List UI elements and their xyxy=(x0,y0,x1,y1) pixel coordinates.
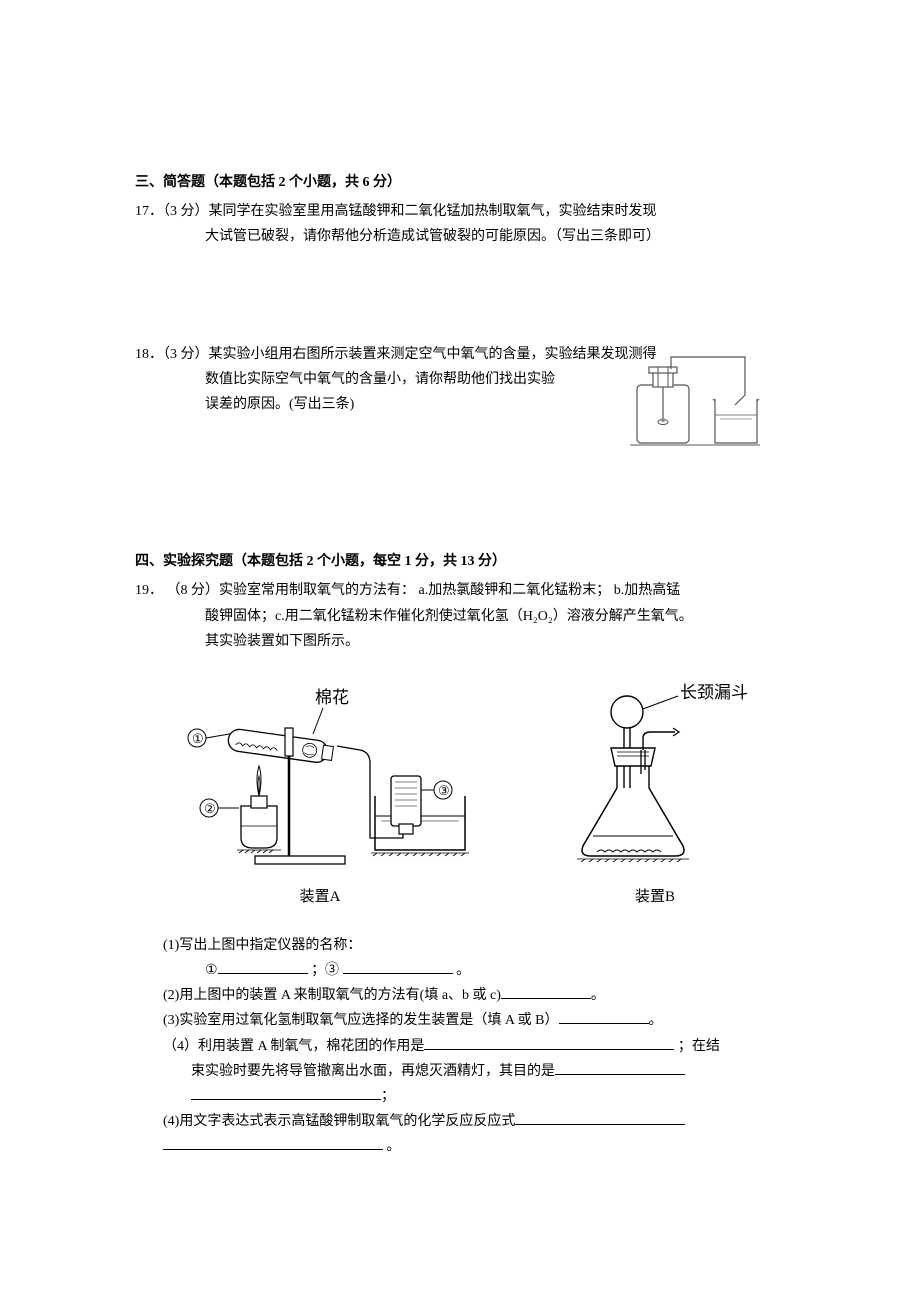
q19-p4a-text: （4）利用装置 A 制氧气，棉花团的作用是 xyxy=(163,1039,424,1054)
cotton-label: 棉花 xyxy=(315,688,349,707)
q19-line1: 实验室常用制取氧气的方法有： a.加热氯酸钾和二氧化锰粉末； b.加热高锰 xyxy=(219,583,680,598)
q18-line1: 某实验小组用右图所示装置来测定空气中氧气的含量，实验结果发现测得 xyxy=(209,347,657,362)
q19-p4c-end: ； xyxy=(381,1089,395,1104)
q17-line1: 某同学在实验室里用高锰酸钾和二氧化锰加热制取氧气，实验结束时发现 xyxy=(209,204,657,219)
q19-p5-line2: 。 xyxy=(135,1134,785,1159)
q19-line3: 其实验装置如下图所示。 xyxy=(135,629,785,654)
spacer xyxy=(135,262,785,342)
blank xyxy=(343,960,453,974)
q19-p2-end: 。 xyxy=(591,988,605,1003)
blank xyxy=(424,1036,674,1050)
circle-2: ② xyxy=(204,801,216,816)
circle-3: ③ xyxy=(438,783,450,798)
q18-points: （3 分） xyxy=(163,347,209,362)
q19-p1-end: 。 xyxy=(453,963,471,978)
q19-p1-label: (1)写出上图中指定仪器的名称： xyxy=(135,933,785,958)
q18-line3: 误差的原因。(写出三条) xyxy=(135,392,575,417)
q19-p3-end: 。 xyxy=(649,1013,663,1028)
section-3-header: 三、简答题（本题包括 2 个小题，共 6 分） xyxy=(135,170,785,195)
question-18: 18．（3 分）某实验小组用右图所示装置来测定空气中氧气的含量，实验结果发现测得… xyxy=(135,342,785,418)
blank xyxy=(501,985,591,999)
q19-line2: 酸钾固体；c.用二氧化锰粉末作催化剂使过氧化氢（H₂O₂）溶液分解产生氧气。 xyxy=(135,604,785,629)
q19-p4a: （4）利用装置 A 制氧气，棉花团的作用是 ；在结 xyxy=(135,1034,785,1059)
device-b-label: 装置B xyxy=(635,884,675,911)
spacer xyxy=(135,509,785,549)
q18-number: 18． xyxy=(135,347,163,362)
q19-p4b: 束实验时要先将导管撤离出水面，再熄灭酒精灯，其目的是 xyxy=(135,1059,785,1084)
q19-p1-circ1: ① xyxy=(205,958,218,983)
device-a-label: 装置A xyxy=(300,884,341,911)
question-17: 17．（3 分）某同学在实验室里用高锰酸钾和二氧化锰加热制取氧气，实验结束时发现… xyxy=(135,199,785,249)
q19-p4a-end: ；在结 xyxy=(674,1039,720,1054)
device-a-diagram: 棉花 ① xyxy=(165,678,475,878)
blank xyxy=(559,1010,649,1024)
blank xyxy=(163,1136,383,1150)
device-a-unit: 棉花 ① xyxy=(165,678,475,911)
device-b-unit: 长颈漏斗 xyxy=(555,678,755,911)
q19-p5: (4)用文字表达式表示高锰酸钾制取氧气的化学反应反应式 xyxy=(135,1109,785,1134)
circle-1: ① xyxy=(192,731,204,746)
q19-p5-text: (4)用文字表达式表示高锰酸钾制取氧气的化学反应反应式 xyxy=(163,1114,515,1129)
q19-p4c: ； xyxy=(135,1084,785,1109)
q19-number: 19． xyxy=(135,583,163,598)
funnel-label: 长颈漏斗 xyxy=(680,683,748,702)
q19-p1-items: ① ；③ 。 xyxy=(135,958,785,983)
q18-line2: 数值比实际空气中氧气的含量小，请你帮助他们找出实验 xyxy=(135,367,575,392)
blank xyxy=(555,1061,685,1075)
q19-p1-sep: ；③ xyxy=(308,963,343,978)
q17-points: （3 分） xyxy=(163,204,209,219)
q19-p3: (3)实验室用过氧化氢制取氧气应选择的发生装置是（填 A 或 B） 。 xyxy=(135,1008,785,1033)
q17-line2: 大试管已破裂，请你帮他分析造成试管破裂的可能原因。（写出三条即可） xyxy=(135,224,785,249)
q19-diagrams: 棉花 ① xyxy=(135,678,785,911)
q19-points: （8 分） xyxy=(163,583,219,598)
q17-number: 17． xyxy=(135,204,163,219)
blank xyxy=(515,1111,685,1125)
section-4-header: 四、实验探究题（本题包括 2 个小题，每空 1 分，共 13 分） xyxy=(135,549,785,574)
device-b-diagram: 长颈漏斗 xyxy=(555,678,755,878)
q18-apparatus-diagram xyxy=(625,347,765,462)
blank xyxy=(218,960,308,974)
q19-p5-end: 。 xyxy=(383,1139,401,1154)
q19-p2: (2)用上图中的装置 A 来制取氧气的方法有(填 a、b 或 c) 。 xyxy=(135,983,785,1008)
question-19: 19． （8 分）实验室常用制取氧气的方法有： a.加热氯酸钾和二氧化锰粉末； … xyxy=(135,578,785,1159)
blank xyxy=(191,1086,381,1100)
q19-p3-text: (3)实验室用过氧化氢制取氧气应选择的发生装置是（填 A 或 B） xyxy=(163,1013,559,1028)
q19-p4b-text: 束实验时要先将导管撤离出水面，再熄灭酒精灯，其目的是 xyxy=(191,1064,555,1079)
q19-p2-text: (2)用上图中的装置 A 来制取氧气的方法有(填 a、b 或 c) xyxy=(163,988,501,1003)
